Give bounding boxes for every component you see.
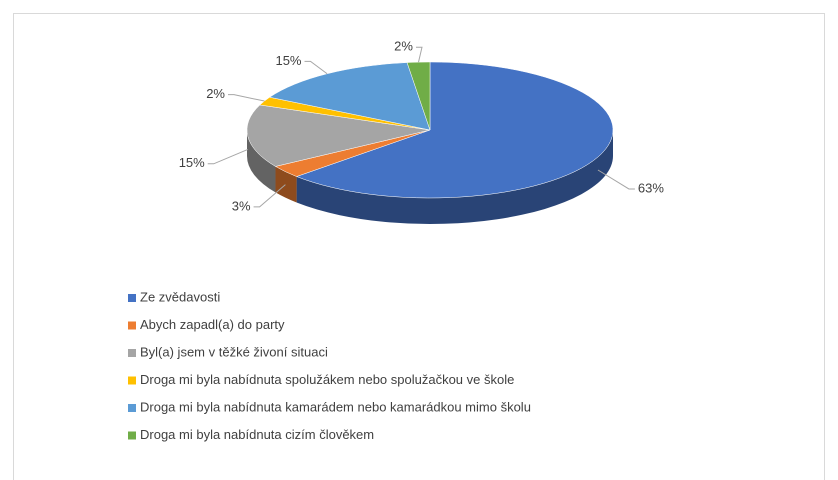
data-label: 15%	[179, 155, 205, 170]
legend-swatch	[128, 431, 136, 440]
legend-label: Droga mi byla nabídnuta spolužákem nebo …	[140, 372, 514, 387]
slice-side	[296, 130, 613, 224]
leader-line	[227, 94, 265, 102]
leader-line	[415, 46, 423, 63]
slice	[246, 104, 431, 167]
legend-swatch	[128, 376, 136, 385]
slice	[295, 61, 614, 199]
leader-line	[207, 148, 249, 165]
legend-label: Droga mi byla nabídnuta cizím člověkem	[140, 427, 374, 442]
legend-label: Byl(a) jsem v těžké živoní situaci	[140, 344, 328, 359]
legend-swatch	[128, 349, 136, 357]
leader-line	[304, 60, 328, 75]
legend-label: Droga mi byla nabídnuta kamarádem nebo k…	[140, 399, 531, 414]
data-label: 2%	[206, 86, 225, 101]
legend-swatch	[128, 294, 136, 302]
leader-line	[253, 184, 286, 208]
slice	[269, 62, 431, 131]
data-label: 15%	[275, 53, 301, 68]
slice-side	[247, 130, 276, 193]
legend-label: Abych zapadl(a) do party	[140, 317, 285, 332]
slice-side	[275, 166, 297, 203]
data-label: 63%	[638, 180, 664, 195]
legend-swatch	[128, 321, 136, 330]
chart-frame	[13, 13, 825, 480]
data-label: 2%	[394, 39, 413, 54]
legend-label: Ze zvědavosti	[140, 289, 220, 304]
leader-line	[597, 169, 635, 190]
legend-swatch	[128, 404, 136, 412]
data-label: 3%	[232, 198, 251, 213]
